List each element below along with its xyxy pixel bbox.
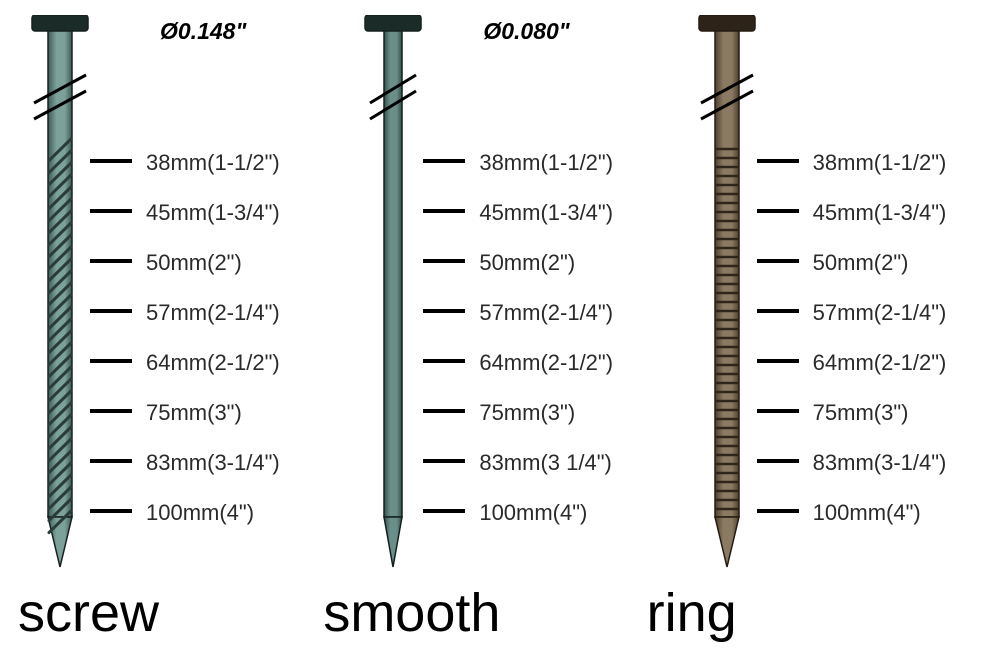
size-label: 75mm(3") [146, 400, 242, 426]
size-mark: 64mm(2-1/2") [757, 355, 987, 405]
tick-line [90, 209, 132, 213]
size-label: 83mm(3 1/4") [479, 450, 612, 476]
size-label: 64mm(2-1/2") [146, 350, 280, 376]
size-mark: 57mm(2-1/4") [423, 305, 653, 355]
size-label: 57mm(2-1/4") [479, 300, 613, 326]
tick-line [90, 509, 132, 513]
tick-line [423, 309, 465, 313]
ring-type-label: ring [647, 582, 737, 644]
size-label: 83mm(3-1/4") [146, 450, 280, 476]
tick-line [423, 209, 465, 213]
size-mark: 83mm(3-1/4") [757, 455, 987, 505]
size-mark: 50mm(2") [757, 255, 987, 305]
size-mark: 64mm(2-1/2") [423, 355, 653, 405]
tick-line [423, 259, 465, 263]
size-label: 83mm(3-1/4") [813, 450, 947, 476]
size-mark: 45mm(1-3/4") [90, 205, 320, 255]
ring-size-list: 38mm(1-1/2")45mm(1-3/4")50mm(2")57mm(2-1… [757, 155, 987, 555]
tick-line [423, 509, 465, 513]
size-mark: 83mm(3-1/4") [90, 455, 320, 505]
smooth-nail-icon [353, 15, 433, 580]
tick-line [90, 309, 132, 313]
tick-line [757, 309, 799, 313]
size-mark: 64mm(2-1/2") [90, 355, 320, 405]
size-label: 64mm(2-1/2") [479, 350, 613, 376]
size-label: 100mm(4") [146, 500, 254, 526]
tick-line [90, 359, 132, 363]
size-mark: 100mm(4") [757, 505, 987, 555]
size-label: 38mm(1-1/2") [813, 150, 947, 176]
tick-line [90, 159, 132, 163]
nail-panel-ring: 38mm(1-1/2")45mm(1-3/4")50mm(2")57mm(2-1… [667, 0, 1000, 650]
size-mark: 50mm(2") [90, 255, 320, 305]
screw-size-list: 38mm(1-1/2")45mm(1-3/4")50mm(2")57mm(2-1… [90, 155, 320, 555]
tick-line [757, 409, 799, 413]
size-mark: 57mm(2-1/4") [90, 305, 320, 355]
size-mark: 38mm(1-1/2") [90, 155, 320, 205]
size-label: 100mm(4") [479, 500, 587, 526]
size-mark: 50mm(2") [423, 255, 653, 305]
screw-type-label: screw [18, 582, 159, 644]
tick-line [757, 209, 799, 213]
size-label: 45mm(1-3/4") [813, 200, 947, 226]
size-label: 64mm(2-1/2") [813, 350, 947, 376]
size-mark: 45mm(1-3/4") [423, 205, 653, 255]
smooth-size-list: 38mm(1-1/2")45mm(1-3/4")50mm(2")57mm(2-1… [423, 155, 653, 555]
size-label: 50mm(2") [813, 250, 909, 276]
size-label: 38mm(1-1/2") [146, 150, 280, 176]
tick-line [757, 159, 799, 163]
tick-line [423, 359, 465, 363]
nail-panel-screw: Ø0.148"38mm(1-1/2")45mm(1-3/4")50mm(2")5… [0, 0, 333, 650]
size-mark: 100mm(4") [423, 505, 653, 555]
size-label: 57mm(2-1/4") [146, 300, 280, 326]
tick-line [423, 409, 465, 413]
tick-line [757, 359, 799, 363]
tick-line [423, 159, 465, 163]
smooth-type-label: smooth [323, 582, 500, 644]
size-mark: 83mm(3 1/4") [423, 455, 653, 505]
size-mark: 38mm(1-1/2") [757, 155, 987, 205]
tick-line [90, 459, 132, 463]
tick-line [757, 459, 799, 463]
size-label: 45mm(1-3/4") [479, 200, 613, 226]
tick-line [757, 509, 799, 513]
tick-line [90, 259, 132, 263]
ring-nail-icon [687, 15, 767, 580]
smooth-diameter-label: Ø0.080" [483, 18, 569, 45]
size-label: 45mm(1-3/4") [146, 200, 280, 226]
size-mark: 75mm(3") [423, 405, 653, 455]
tick-line [423, 459, 465, 463]
size-mark: 75mm(3") [90, 405, 320, 455]
size-label: 50mm(2") [146, 250, 242, 276]
size-mark: 38mm(1-1/2") [423, 155, 653, 205]
tick-line [90, 409, 132, 413]
size-mark: 45mm(1-3/4") [757, 205, 987, 255]
size-label: 57mm(2-1/4") [813, 300, 947, 326]
size-mark: 57mm(2-1/4") [757, 305, 987, 355]
size-label: 50mm(2") [479, 250, 575, 276]
tick-line [757, 259, 799, 263]
size-mark: 75mm(3") [757, 405, 987, 455]
size-mark: 100mm(4") [90, 505, 320, 555]
size-label: 38mm(1-1/2") [479, 150, 613, 176]
size-label: 75mm(3") [813, 400, 909, 426]
size-label: 75mm(3") [479, 400, 575, 426]
size-label: 100mm(4") [813, 500, 921, 526]
screw-diameter-label: Ø0.148" [160, 18, 246, 45]
nail-panel-smooth: Ø0.080"38mm(1-1/2")45mm(1-3/4")50mm(2")5… [333, 0, 666, 650]
screw-nail-icon [20, 15, 100, 580]
